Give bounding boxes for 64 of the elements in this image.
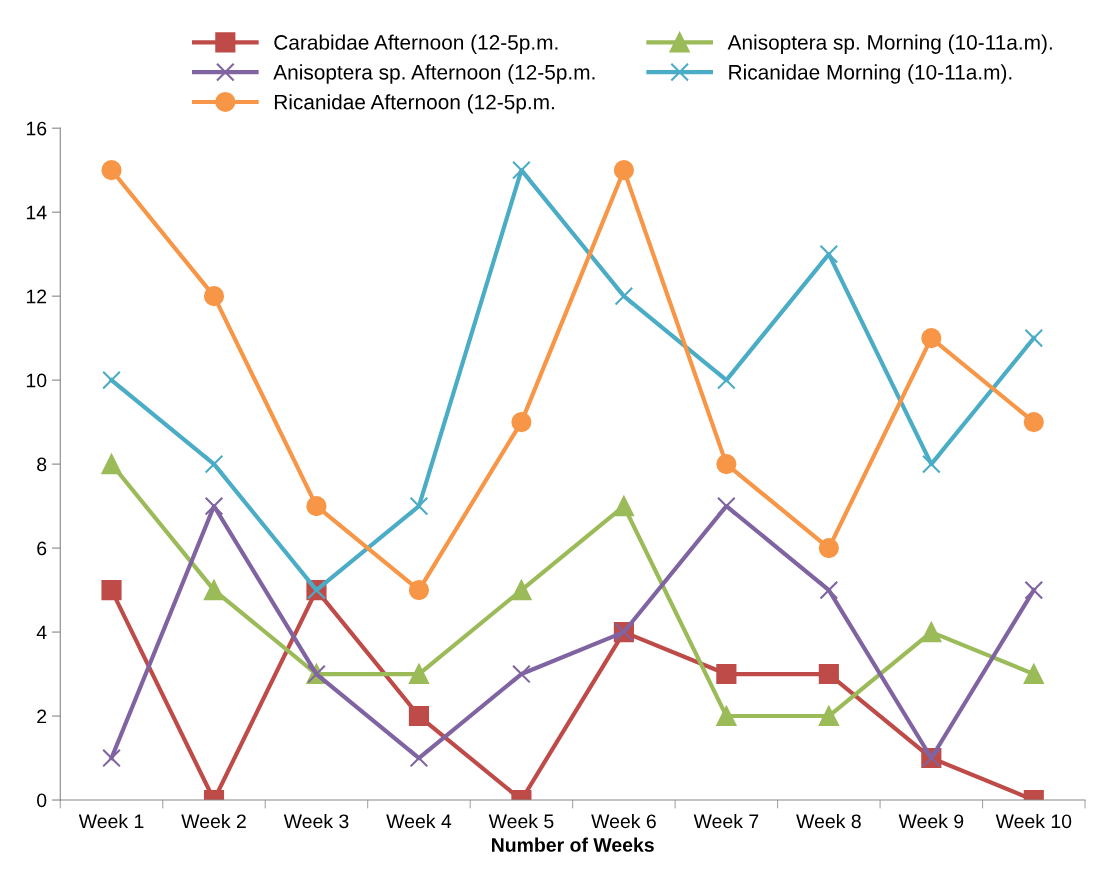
y-tick-label: 0 <box>37 793 47 808</box>
point <box>818 538 839 559</box>
point <box>512 664 531 684</box>
point <box>613 496 634 517</box>
x-tick-label: Week 6 <box>591 813 656 829</box>
point <box>101 160 122 181</box>
point <box>408 580 430 601</box>
legend-label: Ricanidae Morning (10-11a.m). <box>729 64 1012 84</box>
legend-label: Carabidae Afternoon (12-5p.m. <box>274 34 558 54</box>
point <box>819 580 839 600</box>
x-tick-label: Week 10 <box>995 813 1072 829</box>
point <box>408 705 430 727</box>
point <box>409 748 429 768</box>
point <box>511 580 532 601</box>
legend-label: Ricanidae Afternoon (12-5p.m. <box>274 94 554 114</box>
y-tick-label: 6 <box>37 541 47 556</box>
point <box>102 748 121 768</box>
x-tick-label: Week 3 <box>283 813 349 829</box>
point <box>1024 580 1044 600</box>
point <box>306 496 327 517</box>
point <box>613 160 634 181</box>
y-tick-label: 8 <box>37 457 47 472</box>
x-tick-label: Week 4 <box>386 813 452 829</box>
y-tick-label: 10 <box>26 373 47 388</box>
y-tick-label: 14 <box>26 205 47 220</box>
point <box>204 454 224 474</box>
point <box>101 454 122 475</box>
point <box>717 370 736 390</box>
legend-label: Anisoptera sp. Morning (10-11a.m). <box>727 34 1052 54</box>
y-tick-label: 12 <box>26 289 47 304</box>
point <box>921 454 941 474</box>
point <box>614 286 634 306</box>
point <box>921 621 942 643</box>
point <box>203 580 225 601</box>
x-tick-label: Week 5 <box>488 813 554 829</box>
point <box>716 454 737 475</box>
point <box>204 496 224 516</box>
point <box>1023 663 1044 685</box>
x-axis-title: Number of Weeks <box>492 837 654 852</box>
point <box>101 580 122 601</box>
x-tick-label: Week 8 <box>796 813 861 829</box>
point <box>408 663 430 685</box>
y-tick-label: 4 <box>36 625 47 640</box>
point <box>717 496 736 516</box>
y-tick-label: 16 <box>26 121 47 136</box>
x-tick-label: Week 1 <box>78 813 144 829</box>
point <box>102 370 121 390</box>
point <box>818 663 839 685</box>
point <box>818 705 839 727</box>
point <box>716 663 737 685</box>
y-tick-label: 2 <box>37 709 47 724</box>
point <box>716 705 737 727</box>
point <box>511 412 532 433</box>
point <box>409 496 429 516</box>
x-tick-label: Week 7 <box>693 813 759 829</box>
point <box>921 328 942 349</box>
point <box>203 286 225 307</box>
x-tick-label: Week 9 <box>898 813 964 829</box>
point <box>819 244 839 264</box>
x-tick-label: Week 2 <box>181 813 246 829</box>
point <box>1024 328 1044 348</box>
legend-label: Anisoptera sp. Afternoon (12-5p.m. <box>273 64 595 84</box>
point <box>1023 412 1044 433</box>
point <box>512 160 531 180</box>
